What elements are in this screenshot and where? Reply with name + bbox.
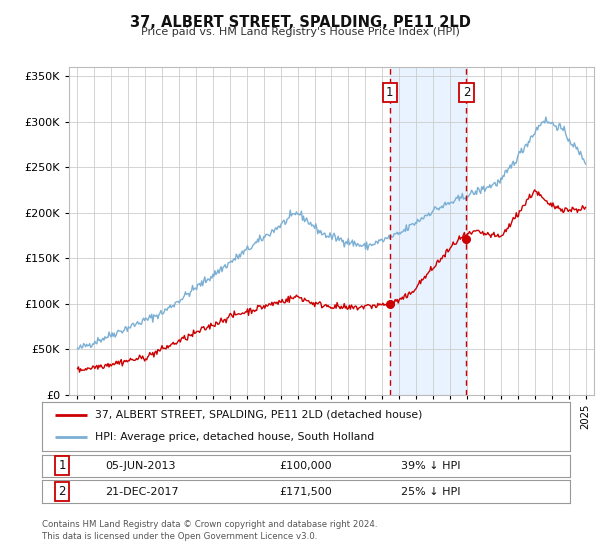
Text: Contains HM Land Registry data © Crown copyright and database right 2024.: Contains HM Land Registry data © Crown c… — [42, 520, 377, 529]
Text: 1: 1 — [386, 86, 394, 99]
Text: £171,500: £171,500 — [280, 487, 332, 497]
Text: 1: 1 — [58, 459, 66, 473]
Text: 05-JUN-2013: 05-JUN-2013 — [106, 461, 176, 471]
Text: 21-DEC-2017: 21-DEC-2017 — [106, 487, 179, 497]
Text: 37, ALBERT STREET, SPALDING, PE11 2LD: 37, ALBERT STREET, SPALDING, PE11 2LD — [130, 15, 470, 30]
Text: 25% ↓ HPI: 25% ↓ HPI — [401, 487, 461, 497]
Text: £100,000: £100,000 — [280, 461, 332, 471]
Text: HPI: Average price, detached house, South Holland: HPI: Average price, detached house, Sout… — [95, 432, 374, 442]
Text: 2: 2 — [463, 86, 470, 99]
Text: 2: 2 — [58, 485, 66, 498]
Text: 39% ↓ HPI: 39% ↓ HPI — [401, 461, 461, 471]
Text: Price paid vs. HM Land Registry's House Price Index (HPI): Price paid vs. HM Land Registry's House … — [140, 27, 460, 37]
Text: This data is licensed under the Open Government Licence v3.0.: This data is licensed under the Open Gov… — [42, 532, 317, 541]
Bar — [389, 67, 466, 395]
Text: 37, ALBERT STREET, SPALDING, PE11 2LD (detached house): 37, ALBERT STREET, SPALDING, PE11 2LD (d… — [95, 410, 422, 420]
